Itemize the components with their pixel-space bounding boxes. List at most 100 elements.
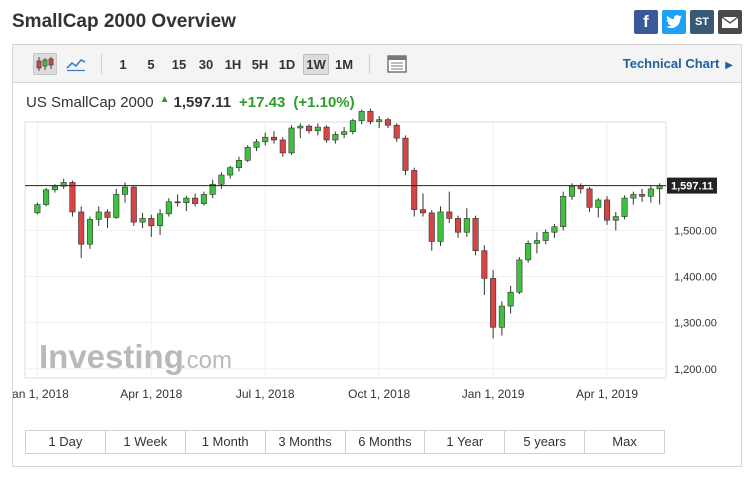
chart-toolbar: 1 5 15 30 1H 5H 1D 1W 1M Technical Chart… xyxy=(13,45,741,83)
x-tick-label: Oct 1, 2018 xyxy=(348,387,410,401)
envelope-icon xyxy=(721,15,739,29)
range-3-months[interactable]: 3 Months xyxy=(265,431,346,453)
candle-body xyxy=(384,119,391,126)
candle-body xyxy=(69,182,76,213)
candle-body xyxy=(402,137,409,171)
candle-body xyxy=(437,211,444,242)
candle-body xyxy=(253,141,260,148)
price-change: +17.43 xyxy=(239,94,286,111)
candle-body xyxy=(288,127,295,154)
candle-body xyxy=(165,201,172,215)
range-max[interactable]: Max xyxy=(585,431,664,453)
candle-body xyxy=(122,186,129,195)
x-tick-label: Jul 1, 2018 xyxy=(236,387,295,401)
range-5-years[interactable]: 5 years xyxy=(505,431,586,453)
investing-watermark: Investing .com xyxy=(39,338,232,375)
candle-body xyxy=(525,243,532,261)
candle-body xyxy=(472,218,479,251)
range-1-week[interactable]: 1 Week xyxy=(105,431,186,453)
candle-body xyxy=(314,126,321,132)
stocktwits-icon[interactable]: ST xyxy=(690,10,714,34)
candle-body xyxy=(376,119,383,122)
candle-body xyxy=(455,218,462,233)
interval-1w[interactable]: 1W xyxy=(303,54,329,75)
last-price-line: 1,597.11 xyxy=(25,177,717,194)
toolbar-separator xyxy=(101,54,102,74)
x-tick-label: Jan 1, 2018 xyxy=(13,387,69,401)
candle-body xyxy=(270,136,278,141)
candle-body xyxy=(621,197,628,217)
watermark-suffix: .com xyxy=(180,347,232,374)
candle-body xyxy=(34,204,41,214)
chevron-right-icon: ▶ xyxy=(725,60,733,71)
candle-body xyxy=(507,291,514,307)
candle-body xyxy=(568,185,575,197)
candle-body xyxy=(323,126,330,141)
candle-body xyxy=(227,167,234,176)
facebook-icon[interactable]: f xyxy=(634,10,658,34)
range-1-year[interactable]: 1 Year xyxy=(425,431,506,453)
candle-body xyxy=(639,194,646,197)
price-change-percent: (+1.10%) xyxy=(293,94,355,111)
up-arrow-icon: ▲ xyxy=(159,94,170,105)
candlestick-icon[interactable] xyxy=(33,53,57,75)
candle-body xyxy=(551,226,558,233)
twitter-icon[interactable] xyxy=(662,10,686,34)
candle-body xyxy=(78,211,85,245)
share-buttons: f ST xyxy=(634,10,742,34)
technical-chart-link[interactable]: Technical Chart ▶ xyxy=(623,56,733,71)
y-tick-label: 1,300.00 xyxy=(674,318,717,330)
y-axis: 1,200.00 1,300.00 1,400.00 1,500.00 xyxy=(674,225,717,375)
candle-body xyxy=(604,199,611,221)
candle-body xyxy=(95,211,102,220)
page-header: SmallCap 2000 Overview f ST xyxy=(12,8,742,38)
interval-15[interactable]: 15 xyxy=(171,57,187,72)
x-tick-label: Apr 1, 2019 xyxy=(576,387,638,401)
range-1-day[interactable]: 1 Day xyxy=(26,431,106,453)
candle-body xyxy=(148,218,155,227)
instrument-name: US SmallCap 2000 xyxy=(26,94,154,111)
last-price-badge xyxy=(667,177,717,194)
line-chart-icon[interactable] xyxy=(64,53,88,75)
candle-body xyxy=(446,211,453,219)
candle-body xyxy=(43,189,50,205)
candle-body xyxy=(498,305,505,328)
candle-body xyxy=(349,120,356,132)
plot-area xyxy=(24,121,667,379)
candle-body xyxy=(130,186,137,223)
candle-body xyxy=(200,194,207,204)
watermark-brand: Investing xyxy=(39,338,184,375)
candle-body xyxy=(463,218,470,233)
candle-body xyxy=(542,231,549,241)
candle-body xyxy=(358,111,365,121)
candle-body xyxy=(612,216,619,221)
time-range-selector: 1 Day 1 Week 1 Month 3 Months 6 Months 1… xyxy=(25,430,665,454)
candlestick-chart[interactable]: Investing .com 1,200.001,300.001,400.001… xyxy=(13,45,741,425)
chart-widget: 1 5 15 30 1H 5H 1D 1W 1M Technical Chart… xyxy=(12,44,742,467)
candle-body xyxy=(244,147,251,161)
chart-settings-icon[interactable] xyxy=(385,53,409,75)
interval-1h[interactable]: 1H xyxy=(224,57,242,72)
candle-body xyxy=(113,194,120,218)
candle-body xyxy=(630,194,637,199)
technical-chart-label: Technical Chart xyxy=(622,56,720,71)
candle-body xyxy=(393,124,400,139)
email-icon[interactable] xyxy=(718,10,742,34)
interval-30[interactable]: 30 xyxy=(198,57,214,72)
interval-1d[interactable]: 1D xyxy=(278,57,296,72)
x-axis: Jan 1, 2018 Apr 1, 2018 Jul 1, 2018 Oct 1, … xyxy=(13,387,638,401)
last-price: 1,597.11 xyxy=(173,94,232,111)
interval-5[interactable]: 5 xyxy=(147,57,155,72)
candle-body xyxy=(586,188,593,208)
candle-body xyxy=(419,209,427,214)
interval-5h[interactable]: 5H xyxy=(251,57,269,72)
candle-body xyxy=(192,197,199,204)
candle-body xyxy=(481,250,488,279)
range-6-months[interactable]: 6 Months xyxy=(345,431,426,453)
candles xyxy=(34,108,663,339)
interval-1m[interactable]: 1M xyxy=(334,57,354,72)
last-price-label: 1,597.11 xyxy=(671,181,713,193)
range-1-month[interactable]: 1 Month xyxy=(185,431,266,453)
candle-body xyxy=(104,211,111,218)
interval-1[interactable]: 1 xyxy=(119,57,127,72)
